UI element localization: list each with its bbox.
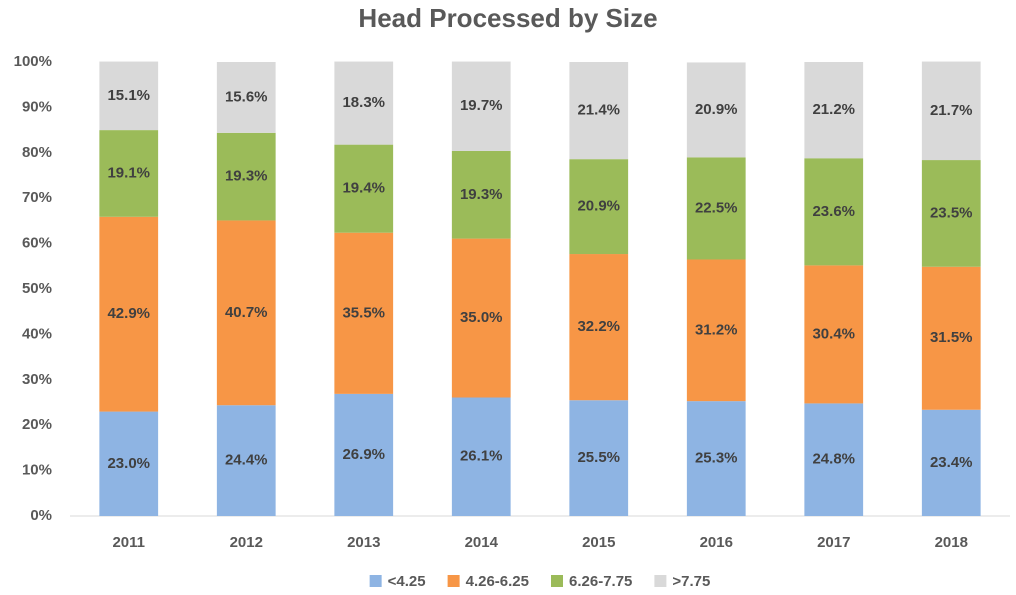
x-tick-label: 2014	[465, 534, 499, 551]
bar-segment	[99, 61, 159, 131]
data-label: 19.1%	[107, 164, 150, 181]
bar-segment	[334, 393, 394, 516]
bar-segment	[804, 265, 864, 404]
bar-segment	[804, 403, 864, 516]
bar-segment	[216, 132, 276, 221]
data-label: 26.1%	[460, 448, 503, 465]
data-label: 23.4%	[930, 454, 973, 471]
data-label: 15.1%	[107, 87, 150, 104]
y-tick-label: 80%	[22, 144, 52, 161]
data-label: 25.5%	[577, 449, 620, 466]
bar-segment	[216, 62, 276, 133]
data-label: 20.9%	[577, 198, 620, 215]
x-tick-label: 2011	[112, 534, 145, 551]
legend-swatch	[551, 575, 563, 587]
data-label: 19.3%	[460, 186, 503, 203]
bar-segment	[569, 62, 629, 160]
legend-swatch	[369, 575, 382, 587]
data-label: 20.9%	[695, 101, 738, 118]
legend-label: 4.26-6.25	[466, 573, 529, 590]
x-tick-label: 2017	[817, 534, 850, 551]
bar-segment	[569, 159, 629, 255]
bar-segment	[451, 397, 511, 516]
legend-swatch	[447, 575, 460, 587]
y-tick-label: 20%	[22, 416, 52, 433]
bar-segment	[334, 61, 394, 145]
data-label: 32.2%	[577, 318, 620, 335]
bar-segment	[921, 266, 981, 410]
bar-segment	[334, 232, 394, 394]
legend-label: <4.25	[388, 573, 426, 590]
bar-segment	[686, 259, 746, 402]
x-tick-label: 2018	[935, 534, 968, 551]
data-label: 35.5%	[342, 304, 385, 321]
data-label: 26.9%	[342, 446, 385, 463]
x-tick-label: 2015	[582, 534, 615, 551]
y-tick-label: 100%	[14, 53, 52, 70]
bar-segment	[216, 220, 276, 406]
y-tick-label: 60%	[22, 235, 52, 252]
data-label: 19.7%	[460, 97, 503, 114]
legend-swatch	[654, 575, 667, 587]
data-label: 23.6%	[812, 203, 855, 220]
bar-segment	[686, 157, 746, 260]
data-label: 23.0%	[107, 455, 150, 472]
data-label: 40.7%	[225, 304, 268, 321]
bar-segment	[451, 150, 511, 239]
data-label: 22.5%	[695, 199, 738, 216]
data-label: 35.0%	[460, 309, 503, 326]
data-label: 30.4%	[812, 325, 855, 342]
bar-segment	[686, 401, 746, 516]
bar-segment	[804, 62, 864, 159]
y-tick-label: 90%	[22, 98, 52, 115]
bar-segment	[99, 130, 159, 217]
bar-segment	[921, 61, 981, 161]
bar-segment	[686, 62, 746, 158]
y-tick-label: 0%	[30, 507, 52, 524]
data-label: 24.4%	[225, 452, 268, 469]
data-label: 18.3%	[342, 94, 385, 111]
bar-segment	[569, 400, 629, 516]
data-label: 24.8%	[812, 451, 855, 468]
bar-segment	[921, 409, 981, 516]
data-label: 19.4%	[342, 180, 385, 197]
data-label: 21.2%	[812, 101, 855, 118]
y-tick-label: 70%	[22, 189, 52, 206]
legend-label: 6.26-7.75	[569, 573, 632, 590]
bar-segment	[99, 411, 159, 516]
legend-label: >7.75	[672, 573, 710, 590]
y-tick-label: 10%	[22, 462, 52, 479]
y-tick-label: 40%	[22, 325, 52, 342]
chart-title: Head Processed by Size	[358, 3, 657, 33]
bar-segment	[216, 405, 276, 516]
data-label: 31.5%	[930, 329, 973, 346]
bar-segment	[569, 254, 629, 401]
bar-segment	[804, 158, 864, 266]
bar-segment	[451, 61, 511, 151]
x-tick-label: 2016	[700, 534, 733, 551]
bar-segment	[451, 238, 511, 398]
y-tick-label: 30%	[22, 371, 52, 388]
bar-segment	[99, 216, 159, 412]
data-label: 21.7%	[930, 102, 973, 119]
bar-segment	[921, 160, 981, 267]
data-label: 42.9%	[107, 305, 150, 322]
y-tick-label: 50%	[22, 280, 52, 297]
data-label: 23.5%	[930, 204, 973, 221]
x-tick-label: 2013	[347, 534, 380, 551]
data-label: 25.3%	[695, 450, 738, 467]
data-label: 31.2%	[695, 321, 738, 338]
data-label: 15.6%	[225, 88, 268, 105]
bar-segment	[334, 144, 394, 233]
x-tick-label: 2012	[230, 534, 263, 551]
data-label: 19.3%	[225, 168, 268, 185]
data-label: 21.4%	[577, 102, 620, 119]
